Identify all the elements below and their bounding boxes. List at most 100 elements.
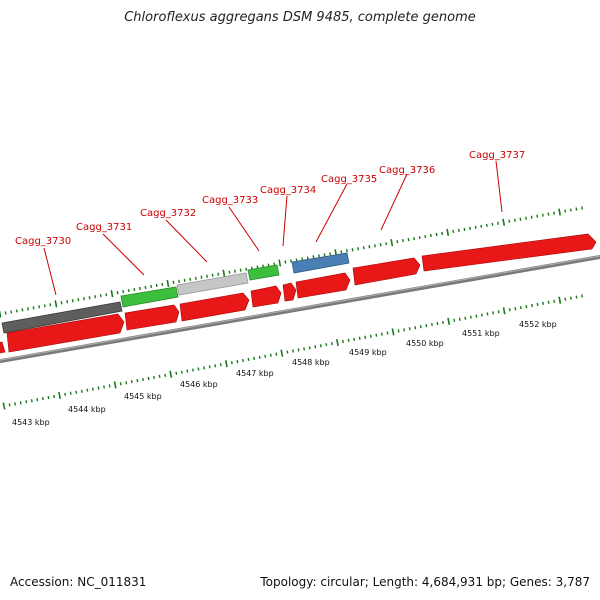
minor-tick: [290, 259, 292, 263]
gene-feature-3732[interactable]: [176, 272, 249, 296]
minor-tick: [297, 348, 300, 352]
minor-tick: [80, 389, 83, 393]
minor-tick: [429, 233, 432, 238]
minor-tick: [397, 329, 400, 333]
gene-label-3733[interactable]: Cagg_3733: [202, 195, 258, 206]
minor-tick: [136, 378, 139, 383]
minor-tick: [457, 228, 460, 233]
minor-tick: [319, 344, 322, 348]
cds-arrow[interactable]: [0, 341, 6, 354]
kbp-label: 4543 kbp: [12, 418, 50, 427]
genome-backbone: [0, 255, 600, 364]
minor-tick: [485, 223, 488, 227]
minor-tick: [553, 299, 556, 303]
minor-tick: [351, 248, 354, 252]
minor-tick: [424, 234, 427, 239]
minor-tick: [431, 322, 433, 327]
minor-tick: [375, 333, 378, 337]
minor-tick: [155, 283, 158, 288]
major-tick: [280, 349, 284, 357]
minor-tick: [575, 207, 578, 211]
minor-tick: [66, 300, 69, 304]
gene-label-3730[interactable]: Cagg_3730: [15, 236, 71, 247]
minor-tick: [147, 376, 150, 381]
gene-label-3735[interactable]: Cagg_3735: [321, 174, 377, 185]
gene-feature-3733[interactable]: [247, 264, 280, 281]
kbp-label: 4546 kbp: [180, 380, 218, 389]
cds-arrow[interactable]: [295, 272, 351, 299]
minor-tick: [53, 394, 55, 399]
gene-track: [1, 252, 350, 334]
minor-tick: [569, 208, 572, 212]
minor-tick: [97, 386, 100, 390]
minor-tick: [402, 238, 404, 243]
cds-arrow[interactable]: [250, 285, 282, 308]
cds-arrow[interactable]: [179, 292, 250, 322]
minor-tick: [180, 370, 183, 374]
kbp-label: 4550 kbp: [406, 339, 444, 348]
minor-tick: [491, 222, 494, 226]
minor-tick: [172, 280, 175, 285]
minor-tick: [553, 211, 555, 215]
major-tick: [278, 259, 282, 267]
minor-tick: [286, 350, 289, 354]
minor-tick: [508, 308, 511, 312]
minor-tick: [441, 231, 444, 236]
minor-tick: [158, 374, 161, 379]
minor-tick: [323, 253, 326, 257]
minor-tick: [346, 249, 348, 253]
minor-tick: [374, 244, 376, 248]
minor-tick: [239, 268, 242, 272]
minor-tick: [83, 297, 85, 301]
minor-tick: [530, 215, 533, 219]
major-tick: [558, 296, 562, 304]
kbp-label: 4551 kbp: [462, 329, 500, 338]
gene-feature-3735[interactable]: [291, 252, 350, 274]
gene-label-3731[interactable]: Cagg_3731: [76, 222, 132, 233]
gene-label-3732[interactable]: Cagg_3732: [140, 208, 196, 219]
minor-tick: [435, 232, 438, 237]
minor-tick: [508, 219, 511, 223]
cds-arrow[interactable]: [282, 282, 297, 302]
minor-tick: [525, 216, 527, 220]
minor-tick: [292, 349, 294, 353]
genome-title: Chloroflexus aggregans DSM 9485, complet…: [124, 10, 476, 25]
minor-tick: [463, 227, 466, 232]
minor-tick: [458, 317, 461, 321]
gene-feature-3731[interactable]: [120, 286, 179, 308]
minor-tick: [189, 277, 192, 281]
minor-tick: [419, 325, 422, 329]
gene-label-3734[interactable]: Cagg_3734: [260, 185, 316, 196]
minor-tick: [219, 363, 222, 367]
kbp-label: 4549 kbp: [349, 348, 387, 357]
minor-tick: [318, 254, 320, 258]
kbp-label: 4544 kbp: [68, 405, 106, 414]
gene-feature-3730[interactable]: [1, 301, 123, 334]
minor-tick: [497, 310, 500, 314]
gene-label-3736[interactable]: Cagg_3736: [379, 165, 435, 176]
cds-arrow[interactable]: [124, 304, 180, 331]
cds-arrow[interactable]: [6, 313, 125, 353]
genome-summary-text: Topology: circular; Length: 4,684,931 bp…: [260, 575, 590, 589]
lower-tick-ruler: [2, 294, 583, 410]
minor-tick: [242, 358, 244, 363]
cds-arrow[interactable]: [421, 233, 597, 272]
gene-label-group: Cagg_3730 Cagg_3731 Cagg_3732 Cagg_3733 …: [15, 150, 525, 296]
minor-tick: [303, 347, 306, 351]
minor-tick: [91, 387, 94, 391]
gene-label-3737[interactable]: Cagg_3737: [469, 150, 525, 161]
minor-tick: [133, 287, 136, 292]
minor-tick: [403, 328, 406, 332]
minor-tick: [138, 286, 141, 291]
minor-tick: [127, 288, 130, 293]
minor-tick: [75, 390, 78, 394]
kbp-label: 4547 kbp: [236, 369, 274, 378]
minor-tick: [425, 323, 428, 328]
minor-tick: [183, 278, 186, 282]
minor-tick: [362, 246, 365, 250]
major-tick: [390, 239, 394, 247]
cds-arrow[interactable]: [352, 257, 421, 286]
minor-tick: [69, 391, 72, 395]
minor-tick: [413, 236, 416, 241]
minor-tick: [4, 311, 7, 315]
